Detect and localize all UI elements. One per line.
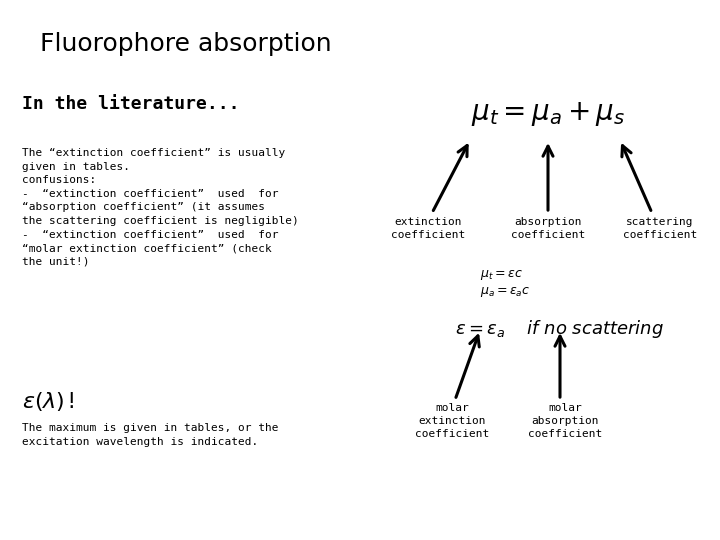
Text: Fluorophore absorption: Fluorophore absorption [40, 32, 332, 56]
Text: scattering
coefficient: scattering coefficient [623, 217, 697, 240]
Text: $\mu_t = \mu_a + \mu_s$: $\mu_t = \mu_a + \mu_s$ [471, 100, 625, 128]
Text: $\varepsilon(\lambda)$!: $\varepsilon(\lambda)$! [22, 390, 74, 413]
Text: In the literature...: In the literature... [22, 95, 240, 113]
Text: absorption
coefficient: absorption coefficient [511, 217, 585, 240]
Text: molar
absorption
coefficient: molar absorption coefficient [528, 403, 602, 440]
Text: $\mu_a = \varepsilon_a c$: $\mu_a = \varepsilon_a c$ [480, 285, 531, 299]
Text: $\mu_t= \varepsilon c$: $\mu_t= \varepsilon c$ [480, 268, 523, 282]
Text: molar
extinction
coefficient: molar extinction coefficient [415, 403, 489, 440]
Text: extinction
coefficient: extinction coefficient [391, 217, 465, 240]
Text: The “extinction coefficient” is usually
given in tables.
confusions:
-  “extinct: The “extinction coefficient” is usually … [22, 148, 299, 267]
Text: The maximum is given in tables, or the
excitation wavelength is indicated.: The maximum is given in tables, or the e… [22, 423, 279, 447]
Text: $\varepsilon = \varepsilon_a$  $\it{if\ no\ scattering}$: $\varepsilon = \varepsilon_a$ $\it{if\ n… [455, 318, 664, 340]
